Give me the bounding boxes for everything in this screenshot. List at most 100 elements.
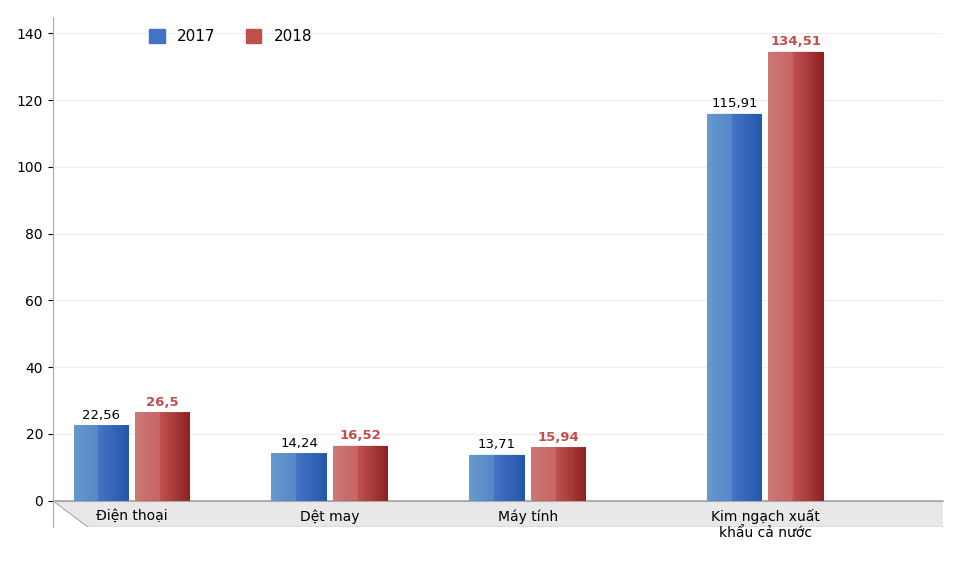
Bar: [513, 455, 514, 500]
Bar: [726, 114, 728, 500]
Bar: [372, 445, 373, 500]
Bar: [800, 52, 802, 500]
Bar: [387, 445, 388, 500]
Bar: [174, 412, 175, 500]
Bar: [534, 448, 535, 500]
Bar: [581, 448, 582, 500]
Bar: [295, 453, 297, 500]
Bar: [507, 455, 508, 500]
Bar: [579, 448, 581, 500]
Bar: [802, 52, 803, 500]
Bar: [787, 52, 789, 500]
Bar: [82, 425, 84, 500]
Bar: [585, 448, 587, 500]
Bar: [384, 445, 386, 500]
Bar: [782, 52, 783, 500]
Bar: [333, 445, 334, 500]
Bar: [371, 445, 372, 500]
Bar: [121, 425, 122, 500]
Bar: [365, 445, 366, 500]
Bar: [793, 52, 795, 500]
Bar: [511, 455, 513, 500]
Bar: [780, 52, 782, 500]
Bar: [90, 425, 91, 500]
Bar: [156, 412, 157, 500]
Bar: [126, 425, 128, 500]
Bar: [182, 412, 183, 500]
Bar: [386, 445, 387, 500]
Bar: [470, 455, 472, 500]
Bar: [152, 412, 153, 500]
Bar: [578, 448, 579, 500]
Bar: [498, 455, 500, 500]
Bar: [317, 453, 319, 500]
Bar: [183, 412, 184, 500]
Bar: [325, 453, 326, 500]
Text: 16,52: 16,52: [340, 429, 381, 442]
Bar: [774, 52, 775, 500]
Bar: [543, 448, 544, 500]
Bar: [87, 425, 88, 500]
Bar: [820, 52, 821, 500]
Text: 115,91: 115,91: [711, 97, 757, 111]
Bar: [287, 453, 288, 500]
Text: 22,56: 22,56: [83, 409, 120, 422]
Bar: [369, 445, 371, 500]
Bar: [112, 425, 113, 500]
Bar: [775, 52, 777, 500]
Bar: [111, 425, 112, 500]
Bar: [146, 412, 148, 500]
Bar: [556, 448, 557, 500]
Bar: [805, 52, 807, 500]
Bar: [751, 114, 753, 500]
Bar: [291, 453, 292, 500]
Bar: [157, 412, 158, 500]
Text: 13,71: 13,71: [478, 439, 516, 452]
Bar: [807, 52, 808, 500]
Bar: [491, 455, 492, 500]
Bar: [785, 52, 786, 500]
Bar: [516, 455, 517, 500]
Bar: [297, 453, 298, 500]
Bar: [488, 455, 489, 500]
Bar: [547, 448, 549, 500]
Bar: [564, 448, 565, 500]
Polygon shape: [53, 500, 960, 527]
Bar: [74, 425, 75, 500]
Bar: [75, 425, 76, 500]
Bar: [358, 445, 359, 500]
Bar: [81, 425, 82, 500]
Bar: [746, 114, 747, 500]
Bar: [500, 455, 501, 500]
Bar: [162, 412, 164, 500]
Bar: [171, 412, 172, 500]
Bar: [319, 453, 320, 500]
Bar: [539, 448, 540, 500]
Bar: [754, 114, 756, 500]
Bar: [758, 114, 759, 500]
Bar: [320, 453, 322, 500]
Bar: [504, 455, 505, 500]
Bar: [571, 448, 572, 500]
Bar: [343, 445, 344, 500]
Text: 14,24: 14,24: [280, 436, 318, 450]
Bar: [312, 453, 313, 500]
Bar: [292, 453, 294, 500]
Text: 26,5: 26,5: [146, 396, 179, 409]
Bar: [186, 412, 187, 500]
Bar: [122, 425, 124, 500]
Bar: [523, 455, 525, 500]
Bar: [535, 448, 537, 500]
Bar: [736, 114, 737, 500]
Bar: [731, 114, 732, 500]
Bar: [353, 445, 355, 500]
Bar: [374, 445, 375, 500]
Bar: [307, 453, 309, 500]
Bar: [584, 448, 585, 500]
Bar: [582, 448, 584, 500]
Bar: [566, 448, 568, 500]
Bar: [744, 114, 746, 500]
Bar: [273, 453, 275, 500]
Bar: [770, 52, 771, 500]
Bar: [724, 114, 725, 500]
